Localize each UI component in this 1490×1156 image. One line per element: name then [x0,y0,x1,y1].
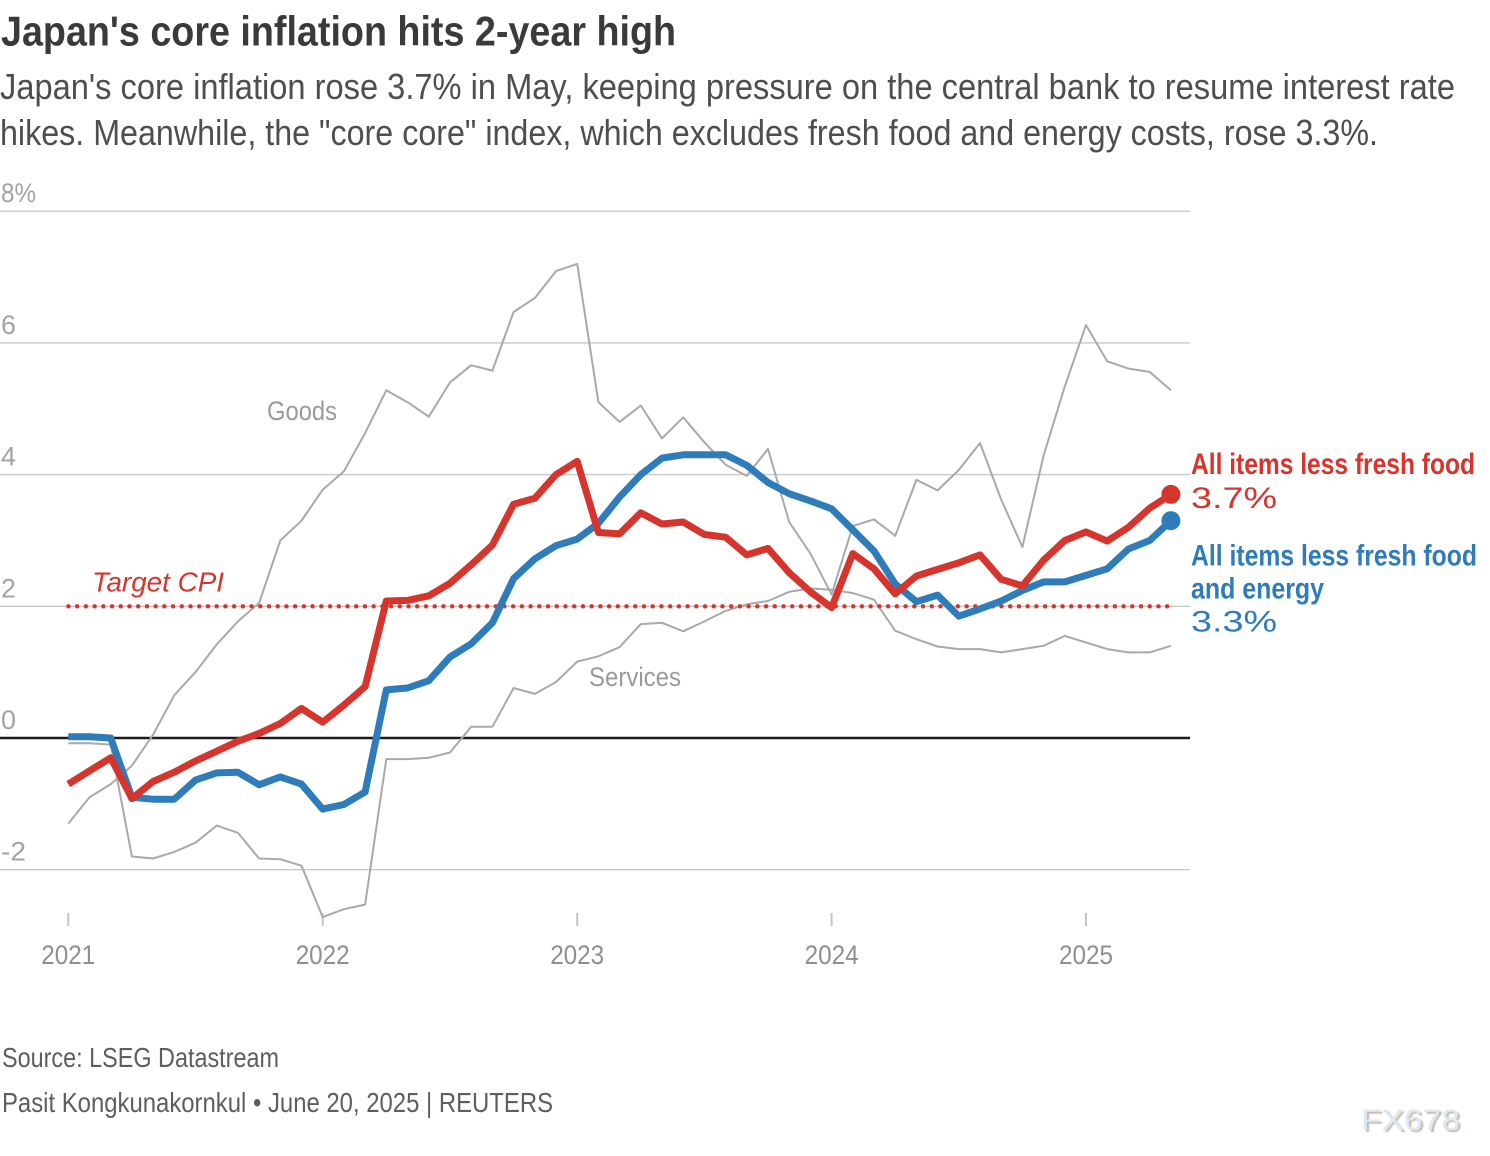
svg-text:6: 6 [1,310,16,340]
svg-text:2024: 2024 [805,940,859,970]
svg-text:Source: LSEG Datastream: Source: LSEG Datastream [2,1042,279,1073]
svg-text:Japan's core inflation hits 2-: Japan's core inflation hits 2-year high [1,8,676,55]
svg-text:hikes. Meanwhile, the "core co: hikes. Meanwhile, the "core core" index,… [0,112,1378,153]
svg-text:8%: 8% [1,178,36,208]
svg-text:2025: 2025 [1059,940,1113,970]
svg-text:Goods: Goods [267,396,337,426]
svg-text:3.7%: 3.7% [1191,482,1277,515]
svg-text:Pasit Kongkunakornkul • June 2: Pasit Kongkunakornkul • June 20, 2025 | … [2,1087,553,1118]
svg-text:2023: 2023 [550,940,604,970]
svg-text:0: 0 [1,705,16,735]
svg-text:3.3%: 3.3% [1191,606,1277,639]
svg-text:Services: Services [589,662,681,692]
svg-text:Target CPI: Target CPI [92,567,224,598]
svg-text:and energy: and energy [1191,573,1324,606]
svg-text:2021: 2021 [41,940,95,970]
svg-text:2: 2 [1,573,16,603]
svg-text:All items less fresh food: All items less fresh food [1191,448,1475,481]
svg-text:Japan's core inflation rose 3.: Japan's core inflation rose 3.7% in May,… [0,66,1455,107]
svg-text:FX678: FX678 [1361,1104,1460,1137]
svg-text:4: 4 [1,442,16,472]
svg-text:All items less fresh food: All items less fresh food [1191,540,1477,573]
svg-text:2022: 2022 [296,940,350,970]
svg-text:-2: -2 [1,837,26,867]
